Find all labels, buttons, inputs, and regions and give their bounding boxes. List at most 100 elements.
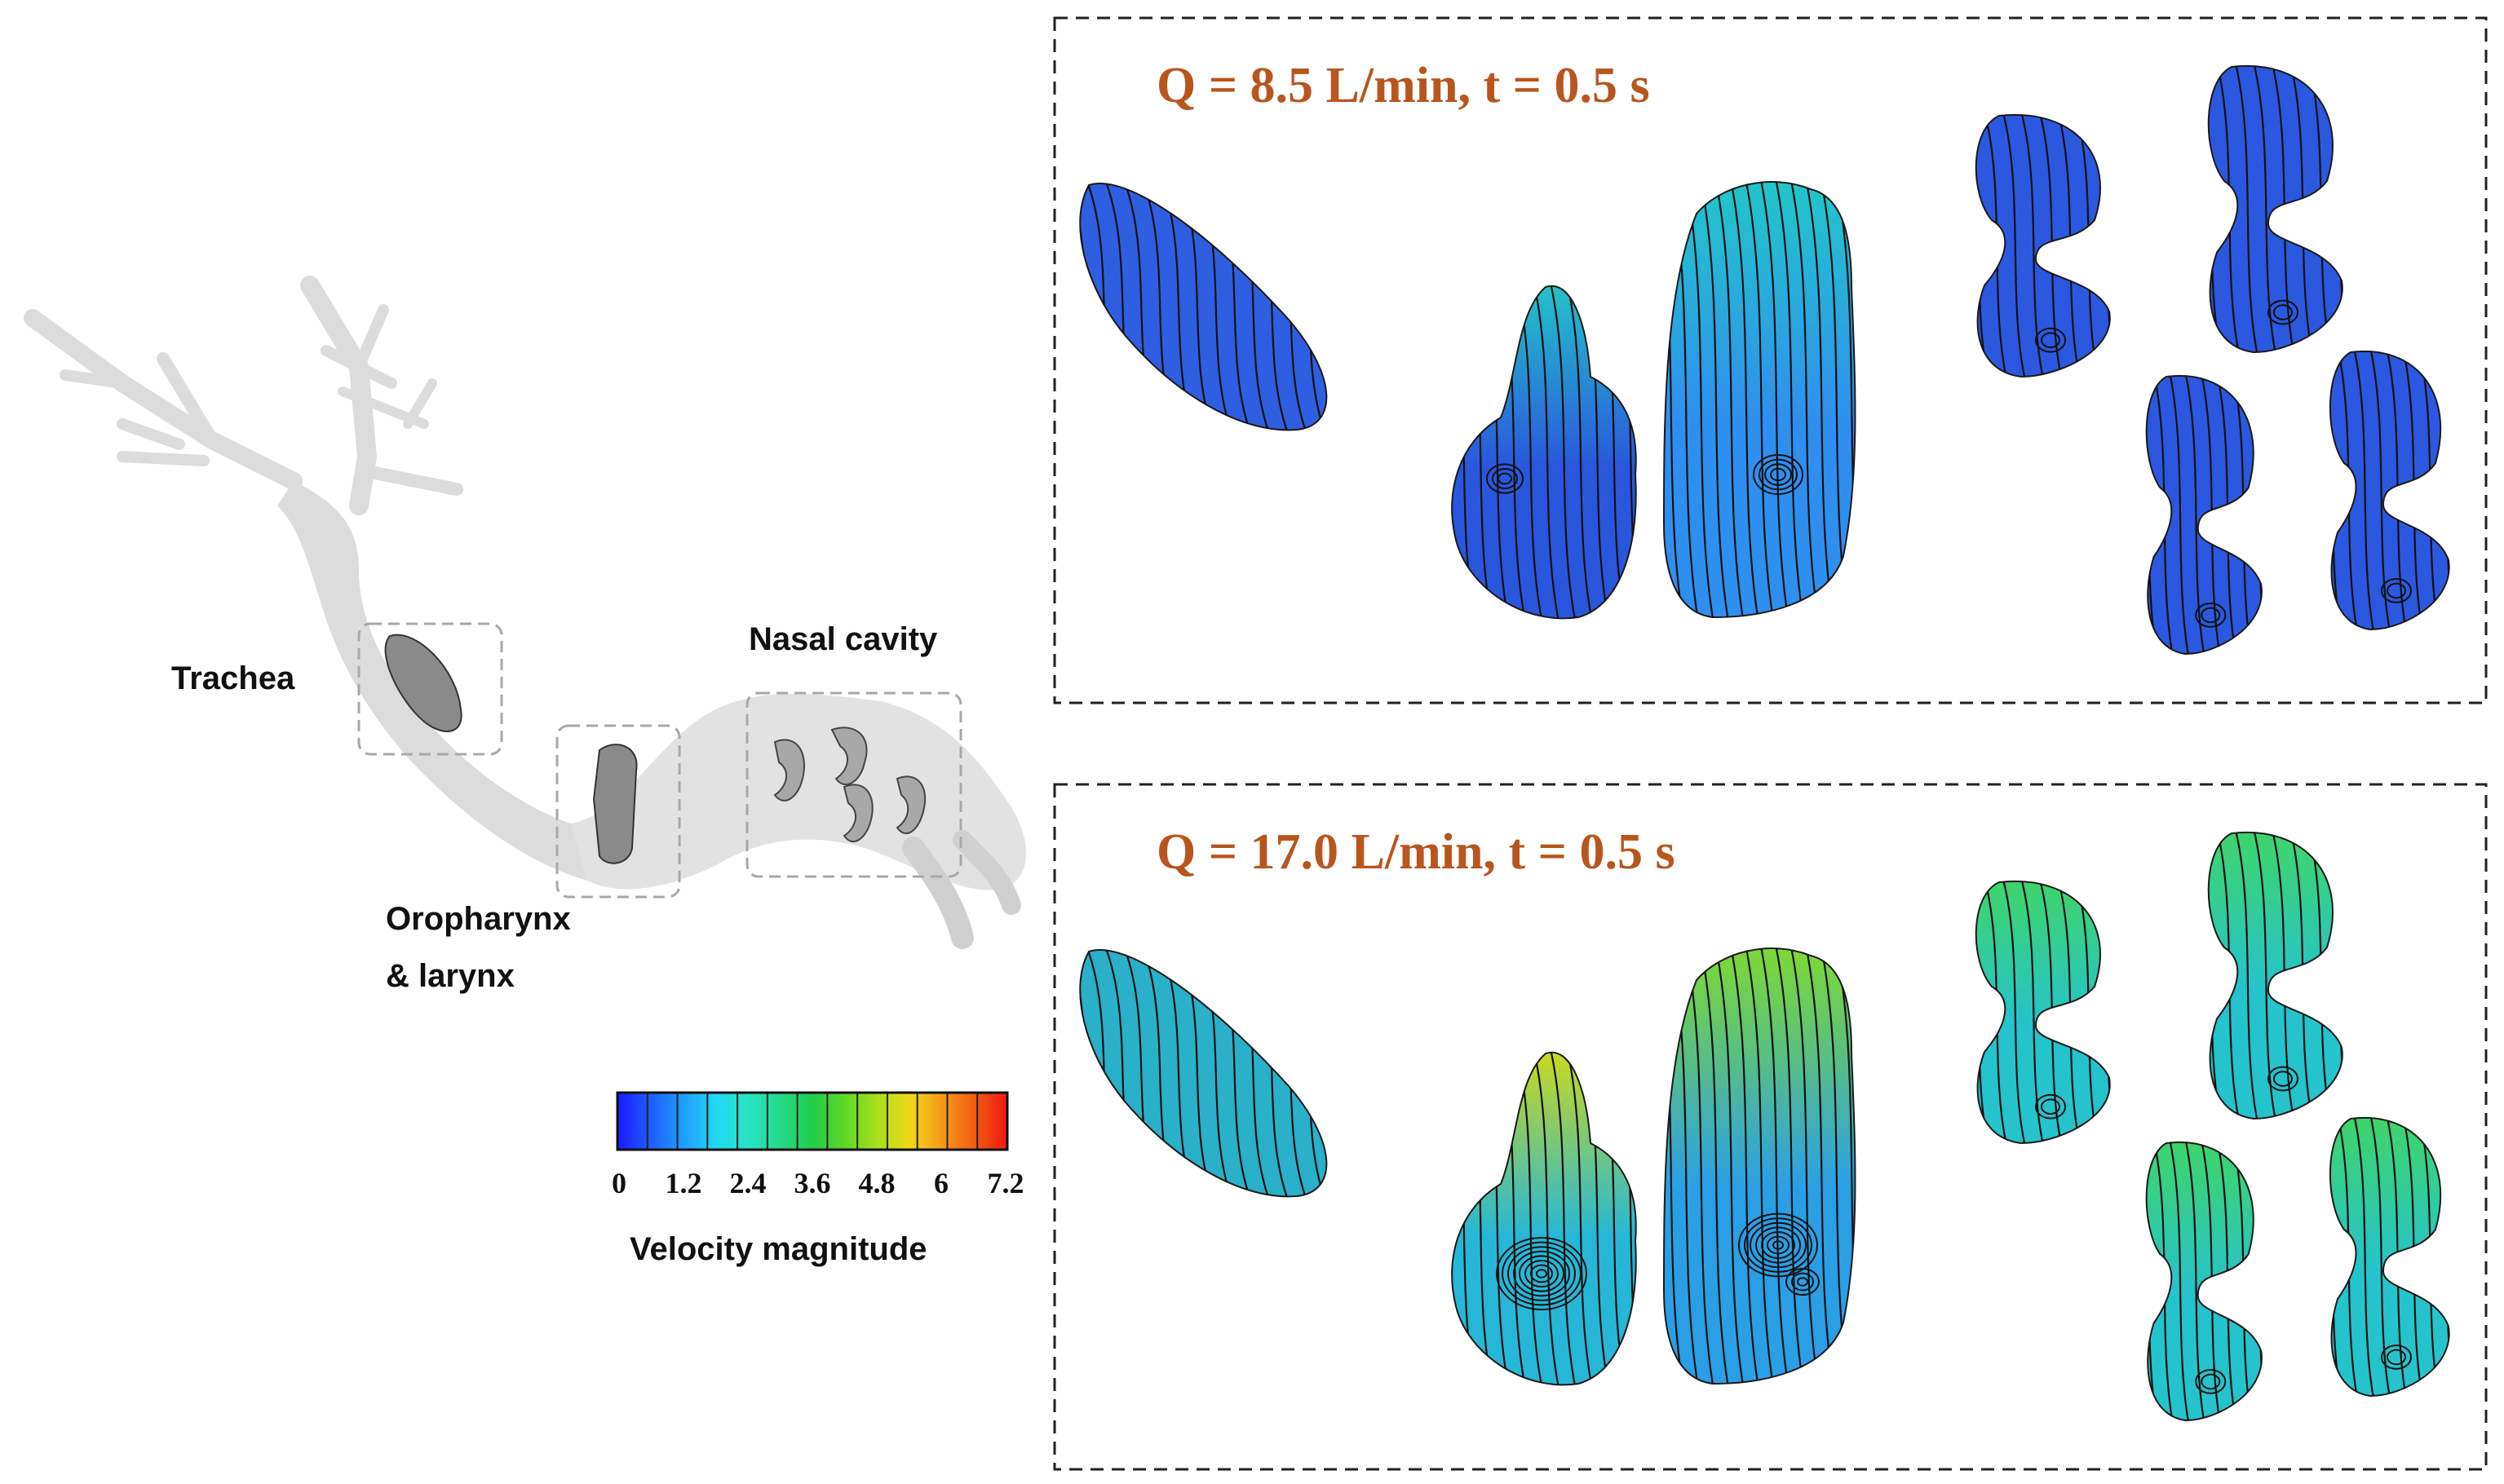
panel-frame xyxy=(1053,16,2488,704)
vortex-ring xyxy=(2201,1373,2221,1390)
streamline xyxy=(1700,182,1730,617)
streamline xyxy=(1684,182,1714,617)
vortex-ring xyxy=(2387,582,2406,599)
colorbar-tick-label: 1.2 xyxy=(666,1167,702,1199)
vortex-ring xyxy=(1755,1226,1801,1264)
vortex-ring xyxy=(2267,1066,2298,1092)
panel-title: Q = 17.0 L/min, t = 0.5 s xyxy=(1157,824,1675,880)
nasal-region-box xyxy=(745,691,962,878)
trachea-tube xyxy=(277,481,587,881)
colorbar-tick-label: 7.2 xyxy=(988,1167,1024,1199)
vortex-ring xyxy=(2273,1071,2293,1087)
airway-model xyxy=(24,276,1027,949)
vortex-ring xyxy=(1744,1217,1812,1273)
oropharynx-region-box xyxy=(555,724,681,899)
vortex-ring xyxy=(1524,1260,1559,1287)
streamline xyxy=(1548,285,1577,619)
streamline xyxy=(1835,182,1856,617)
streamline xyxy=(2021,115,2044,377)
panel-frame xyxy=(1053,783,2488,1471)
vortex-ring xyxy=(1764,463,1792,486)
vortex-ring xyxy=(2195,1369,2227,1394)
oropharynx-section-1 xyxy=(1451,285,1637,620)
streamline xyxy=(1745,948,1775,1384)
nasal-region-volume xyxy=(571,694,1027,890)
vortex-ring xyxy=(2201,607,2221,624)
streamline xyxy=(2169,1142,2189,1420)
streamline xyxy=(1532,1052,1560,1385)
panel-title: Q = 8.5 L/min, t = 0.5 s xyxy=(1157,58,1650,113)
streamline xyxy=(1730,182,1760,617)
streamline xyxy=(2370,1118,2391,1396)
streamline xyxy=(1790,182,1820,617)
vortex-ring xyxy=(2041,1098,2060,1115)
vortex-ring xyxy=(1797,1277,1808,1287)
streamline xyxy=(1730,948,1760,1384)
vortex-ring xyxy=(1486,463,1524,494)
vortex-ring xyxy=(1498,472,1512,485)
oropharynx-section xyxy=(592,744,638,864)
oropharynx-label-line1: Oropharynx xyxy=(386,901,571,937)
colorbar-tick-label: 4.8 xyxy=(859,1167,896,1199)
vortex-ring xyxy=(2267,299,2298,325)
vortex-ring xyxy=(2035,1093,2066,1120)
streamline xyxy=(1700,948,1730,1384)
streamline xyxy=(1532,285,1560,619)
streamline xyxy=(1805,948,1835,1384)
colorbar-frame xyxy=(616,1091,1009,1151)
vortex-ring xyxy=(2041,332,2060,349)
vortex-ring xyxy=(1496,1237,1587,1310)
vortex-ring xyxy=(1513,1250,1570,1297)
trachea-label: Trachea xyxy=(171,660,295,696)
streamline xyxy=(2235,833,2258,1119)
oropharynx-label-line2: & larynx xyxy=(386,958,515,994)
vortex-ring xyxy=(2381,1345,2412,1370)
vortex-ring xyxy=(1759,458,1798,491)
trachea-section xyxy=(1079,183,1328,431)
colorbar-tick-label: 3.6 xyxy=(794,1167,831,1199)
colorbar-tick-label: 2.4 xyxy=(730,1167,767,1199)
streamline xyxy=(2002,881,2026,1143)
streamline xyxy=(2354,351,2374,629)
nasal-section-4 xyxy=(2329,1116,2450,1398)
streamline xyxy=(2185,1142,2205,1420)
trachea-section xyxy=(1079,949,1328,1198)
vortex-ring xyxy=(2195,603,2227,628)
nasal-cavity-label: Nasal cavity xyxy=(749,621,938,657)
colorbar-title: Velocity magnitude xyxy=(630,1231,927,1267)
vortex-ring xyxy=(1791,1272,1814,1292)
streamline xyxy=(1775,182,1805,617)
vortex-ring xyxy=(1761,1231,1795,1259)
colorbar-tick-label: 0 xyxy=(612,1167,626,1199)
vortex-ring xyxy=(2273,304,2293,320)
vortex-ring xyxy=(1492,468,1518,489)
trachea-section xyxy=(384,634,462,732)
streamline xyxy=(2002,115,2026,377)
flow-panel-1: Q = 8.5 L/min, t = 0.5 s xyxy=(1053,16,2488,704)
streamline xyxy=(1565,285,1593,619)
nasal-section-4 xyxy=(2329,350,2450,631)
vortex-ring xyxy=(2381,578,2412,603)
nasal-section-3 xyxy=(2145,1141,2263,1422)
streamline xyxy=(2354,1118,2374,1396)
streamline xyxy=(2235,66,2258,352)
vortex-ring xyxy=(1502,1241,1582,1306)
nasal-section-2 xyxy=(2207,64,2343,354)
nasal-section-1 xyxy=(1975,113,2111,378)
vortex-ring xyxy=(1507,1246,1576,1301)
flow-panel-2: Q = 17.0 L/min, t = 0.5 s xyxy=(1053,783,2488,1471)
vortex-ring xyxy=(1530,1264,1553,1283)
vortex-ring xyxy=(1772,1240,1784,1250)
vortex-ring xyxy=(2035,327,2066,353)
vortex-ring xyxy=(1785,1268,1820,1296)
streamline xyxy=(1714,948,1745,1384)
vortex-ring xyxy=(1738,1212,1818,1278)
oropharynx-section-1 xyxy=(1451,1051,1637,1386)
vortex-ring xyxy=(1753,454,1803,495)
vortex-ring xyxy=(2387,1349,2406,1366)
nasal-section-1 xyxy=(1975,880,2111,1145)
vortex-ring xyxy=(1750,1221,1807,1269)
streamline xyxy=(1805,182,1835,617)
nasal-sections xyxy=(773,727,927,842)
